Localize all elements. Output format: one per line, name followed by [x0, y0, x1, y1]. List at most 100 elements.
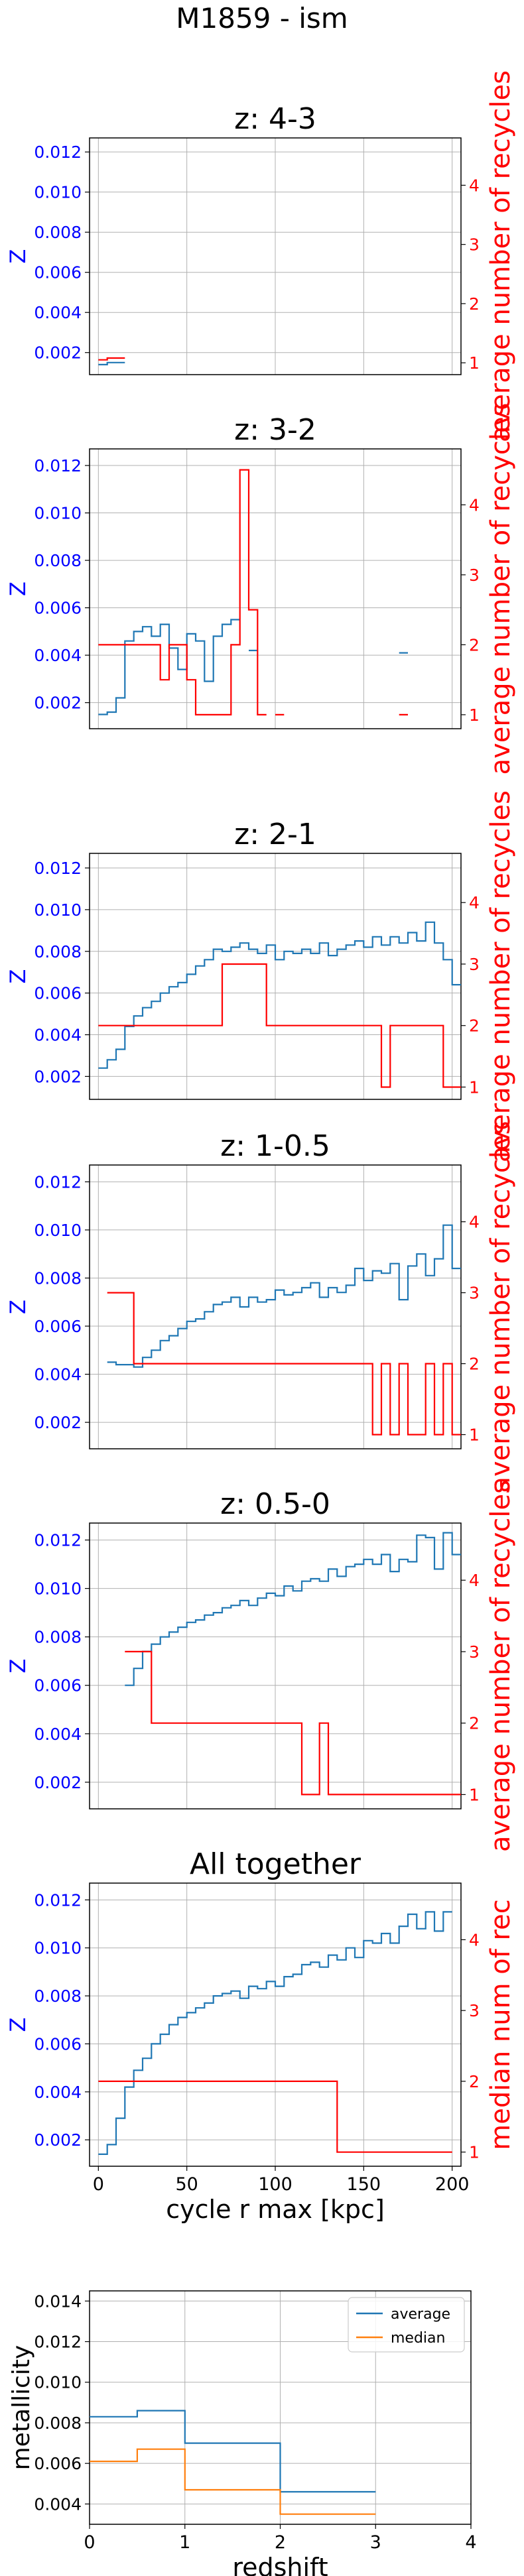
ytick-label-1: 0.006 [34, 2454, 82, 2473]
ytick-label-3: 0.008 [34, 1628, 82, 1647]
ytick-label-2: 0.006 [34, 2034, 82, 2054]
ytick-label-4: 0.012 [34, 2333, 82, 2352]
metallicity-series-line [98, 619, 408, 715]
y2-axis-label: average number of recycles [486, 70, 516, 442]
ytick-label-1: 0.004 [34, 646, 82, 665]
metallicity-series-line [125, 1532, 461, 1686]
y2tick-label-3: 4 [469, 1930, 480, 1949]
y2tick-label-0: 1 [469, 1077, 480, 1097]
y-axis-label: Z [5, 249, 31, 264]
ytick-label-3: 0.008 [34, 1987, 82, 2006]
ytick-label-0: 0.002 [34, 1413, 82, 1432]
legend-label-median: median [391, 2330, 445, 2347]
metallicity-series-line [98, 921, 461, 1069]
panel-title: z: 1-0.5 [220, 1129, 330, 1163]
metallicity-series-line [98, 1911, 452, 2155]
ytick-label-5: 0.014 [34, 2292, 82, 2311]
xtick-label-1: 1 [179, 2532, 190, 2553]
y2tick-label-2: 3 [469, 955, 480, 974]
y2tick-label-1: 2 [469, 2072, 480, 2091]
ytick-label-0: 0.002 [34, 2130, 82, 2150]
xtick-label-2: 2 [275, 2532, 286, 2553]
ytick-label-5: 0.012 [34, 1890, 82, 1910]
y2tick-label-2: 3 [469, 1284, 480, 1303]
y2tick-label-1: 2 [469, 1355, 480, 1374]
y2tick-label-2: 3 [469, 2001, 480, 2020]
legend-box [348, 2297, 465, 2353]
recycle-series-line [98, 2080, 452, 2153]
ytick-label-0: 0.002 [34, 694, 82, 713]
y-axis-label: Z [5, 969, 31, 984]
ytick-label-4: 0.010 [34, 900, 82, 920]
xtick-label-4: 4 [465, 2532, 476, 2553]
y2tick-label-1: 2 [469, 1714, 480, 1733]
ytick-label-0: 0.002 [34, 1773, 82, 1792]
y2tick-label-1: 2 [469, 1016, 480, 1036]
panel-title: z: 0.5-0 [220, 1487, 330, 1521]
metallicity-series-line [98, 361, 125, 365]
y2-axis-label: average number of recycles [486, 790, 516, 1162]
ytick-label-3: 0.008 [34, 942, 82, 961]
ytick-label-2: 0.006 [34, 1317, 82, 1336]
panel-5: 0.002 0.004 0.006 0.008 0.010 0.012 1 2 3 4 0 50 100… [5, 1847, 516, 2224]
plot-frame [89, 853, 462, 1100]
ytick-label-5: 0.012 [34, 859, 82, 878]
xtick-label-0: 0 [84, 2532, 95, 2553]
y2-axis-label: median num of rec [486, 1899, 516, 2150]
ytick-label-0: 0.004 [34, 2494, 82, 2514]
recycle-series-line [98, 963, 461, 1088]
ytick-label-2: 0.006 [34, 1676, 82, 1695]
panel-6: 0.004 0.006 0.008 0.010 0.012 0.014 0 1 2 3 4 metal… [8, 2290, 477, 2576]
y2-axis-label: average number of recycles [486, 1121, 516, 1493]
y-axis-label: metallicity [8, 2345, 35, 2471]
plot-frame [89, 137, 462, 375]
ytick-label-0: 0.002 [34, 343, 82, 363]
ytick-label-4: 0.010 [34, 504, 82, 523]
ytick-label-5: 0.012 [34, 143, 82, 162]
xtick-label-4: 200 [435, 2174, 470, 2195]
ytick-label-3: 0.010 [34, 2373, 82, 2392]
ytick-label-3: 0.008 [34, 1268, 82, 1288]
ytick-label-1: 0.004 [34, 1365, 82, 1384]
ytick-label-5: 0.012 [34, 1172, 82, 1192]
plot-frame [89, 1164, 462, 1449]
y2tick-label-2: 3 [469, 566, 480, 585]
ytick-label-2: 0.006 [34, 599, 82, 618]
panels: 0.002 0.004 0.006 0.008 0.010 0.012 1 2 3 4 z: 4-3… [5, 70, 516, 2576]
ytick-label-3: 0.008 [34, 223, 82, 242]
y-axis-label: Z [5, 582, 31, 596]
ytick-label-5: 0.012 [34, 1531, 82, 1550]
y2tick-label-3: 4 [469, 1213, 480, 1232]
y2tick-label-0: 1 [469, 353, 480, 373]
plot-frame [89, 1522, 462, 1809]
panel-1: 0.002 0.004 0.006 0.008 0.010 0.012 1 2 3 4 z: 3-2… [5, 403, 516, 775]
y2-axis-label: average number of recycles [486, 403, 516, 775]
xtick-label-2: 100 [258, 2174, 293, 2195]
panel-4: 0.002 0.004 0.006 0.008 0.010 0.012 1 2 3 4 z: 0.5… [5, 1480, 516, 1852]
x-axis-label: cycle r max [kpc] [166, 2195, 385, 2224]
y2tick-label-0: 1 [469, 1785, 480, 1804]
panel-3: 0.002 0.004 0.006 0.008 0.010 0.012 1 2 3 4 z: 1-0… [5, 1121, 516, 1493]
ytick-label-2: 0.006 [34, 263, 82, 282]
y2tick-label-3: 4 [469, 1571, 480, 1590]
y2tick-label-0: 1 [469, 2143, 480, 2162]
metallicity-series-line [107, 1224, 461, 1368]
panel-title: All together [190, 1847, 361, 1881]
figure-title: M1859 - ism [176, 2, 348, 34]
xtick-label-1: 50 [175, 2174, 198, 2195]
recycle-series-line [107, 1292, 461, 1436]
ytick-label-4: 0.010 [34, 1221, 82, 1240]
y-axis-label: Z [5, 1659, 31, 1674]
y2tick-label-1: 2 [469, 294, 480, 314]
ytick-label-1: 0.004 [34, 1725, 82, 1744]
x-axis-label: redshift [232, 2553, 328, 2576]
y2tick-label-0: 1 [469, 705, 480, 725]
y-axis-label: Z [5, 1300, 31, 1314]
y2tick-label-0: 1 [469, 1426, 480, 1445]
y2-axis-label: average number of recycles [486, 1480, 516, 1852]
ytick-label-4: 0.010 [34, 183, 82, 202]
xtick-label-3: 150 [347, 2174, 381, 2195]
ytick-label-4: 0.010 [34, 1579, 82, 1599]
recycle-series-line [98, 469, 408, 715]
ytick-label-2: 0.008 [34, 2414, 82, 2433]
